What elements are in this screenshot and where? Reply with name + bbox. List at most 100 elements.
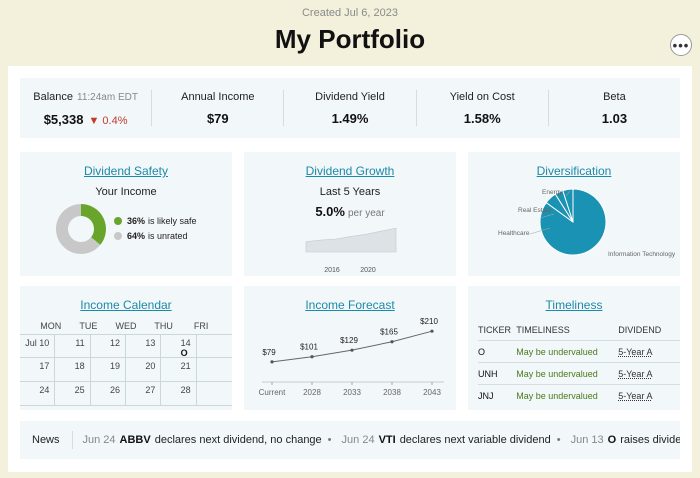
timeliness-table: TICKER TIMELINESS DIVIDEND O May be unde… — [478, 320, 680, 406]
row-dividend[interactable]: 5-Year A — [618, 368, 653, 379]
dividend-growth-panel: Dividend Growth Last 5 Years 5.0% per yea… — [244, 152, 456, 276]
dividend-growth-value: 5.0% — [315, 204, 345, 219]
calendar-day-number: 21 — [180, 361, 191, 371]
dividend-safety-donut — [56, 204, 106, 254]
row-timeliness: May be undervalued — [516, 346, 598, 357]
news-label: News — [20, 431, 73, 449]
more-options-button[interactable]: ••• — [670, 34, 692, 56]
calendar-day-cell[interactable]: 12 — [90, 334, 126, 358]
legend-unrated: 64% is unrated — [114, 231, 188, 241]
dividend-growth-chart: 2016 2020 — [305, 227, 397, 274]
stat-yield-on-cost: Yield on Cost 1.58% — [415, 90, 548, 126]
calendar-day-cell[interactable]: 11 — [55, 334, 91, 358]
news-item[interactable]: Jun 24 VTI declares next variable divide… — [342, 434, 561, 446]
calendar-day-cell[interactable]: 24 — [20, 382, 56, 406]
calendar-day-cell — [196, 334, 232, 358]
dividend-safety-subtitle: Your Income — [95, 186, 157, 198]
growth-tick-2020: 2020 — [360, 267, 376, 274]
stat-balance-change: ▼ 0.4% — [88, 115, 128, 127]
calendar-day-number: Jul 10 — [25, 338, 50, 348]
stat-balance-value: $5,338 — [43, 112, 84, 127]
news-separator: • — [556, 434, 561, 446]
row-timeliness: May be undervalued — [516, 368, 598, 379]
created-date: Created Jul 6, 2023 — [301, 7, 398, 19]
stat-beta: Beta 1.03 — [547, 90, 680, 126]
page-title: My Portfolio — [274, 24, 426, 54]
row-dividend[interactable]: 5-Year A — [618, 390, 653, 401]
news-text: declares next dividend, no change — [154, 434, 322, 446]
forecast-point — [270, 360, 274, 364]
forecast-tick-label: 2038 — [383, 388, 401, 397]
forecast-point — [310, 355, 314, 359]
legend-likely-safe: 36% is likely safe — [114, 216, 197, 226]
stat-beta-value: 1.03 — [601, 111, 628, 126]
calendar-day-number: 20 — [145, 361, 156, 371]
weekday-thu: THU — [154, 321, 173, 331]
calendar-dividend-badge[interactable]: O — [180, 348, 188, 358]
calendar-day-cell[interactable]: 20 — [125, 358, 162, 382]
calendar-day-number: 19 — [109, 361, 120, 371]
calendar-day-number: 11 — [75, 338, 85, 348]
calendar-day-cell[interactable]: 28 — [161, 382, 197, 406]
safety-slice-unrated — [56, 204, 101, 254]
label-energy: Energy — [542, 189, 563, 196]
income-forecast-panel: Income Forecast $79 Current $101 2028 $129 20… — [244, 286, 456, 410]
stat-balance: Balance 11:24am EDT $5,338 ▼ 0.4% — [20, 90, 151, 127]
timeliness-panel: Timeliness TICKER TIMELINESS DIVIDEND O … — [468, 286, 680, 410]
news-item[interactable]: Jun 13 O raises dividend by 0.... — [571, 434, 680, 446]
forecast-tick-label: 2043 — [423, 388, 441, 397]
unrated-dot-icon — [114, 232, 122, 240]
diversification-title[interactable]: Diversification — [536, 164, 612, 178]
pie-slice-energy — [562, 188, 574, 223]
calendar-day-number: 28 — [180, 385, 191, 395]
dividend-growth-title[interactable]: Dividend Growth — [305, 164, 395, 178]
income-forecast-title[interactable]: Income Forecast — [305, 298, 395, 312]
calendar-day-cell[interactable]: 14 O — [161, 334, 197, 358]
row-ticker: UNH — [478, 368, 498, 379]
news-ticker: ABBV — [119, 434, 151, 446]
calendar-day-number: 27 — [145, 385, 156, 395]
col-ticker: TICKER — [478, 325, 512, 335]
news-date: Jun 24 — [82, 434, 116, 446]
forecast-tick-label: 2033 — [343, 388, 361, 397]
table-row[interactable]: JNJ May be undervalued 5-Year A — [478, 384, 680, 406]
calendar-day-cell[interactable]: 21 — [161, 358, 197, 382]
stat-annual-income: Annual Income $79 — [151, 90, 283, 126]
stat-annual-income-value: $79 — [206, 111, 229, 126]
legend-likely-safe-text: is likely safe — [148, 216, 197, 226]
news-separator: • — [327, 434, 332, 446]
row-ticker: JNJ — [478, 390, 494, 401]
diversification-pie-chart: Energy Real Estate Healthcare Informatio… — [498, 188, 676, 258]
legend-unrated-text: is unrated — [148, 231, 188, 241]
news-text: raises dividend by 0.... — [620, 434, 680, 446]
calendar-day-cell[interactable]: 25 — [55, 382, 91, 406]
income-forecast-chart: $79 Current $101 2028 $129 2033 $165 2038 $210 20… — [259, 317, 444, 397]
dividend-safety-title[interactable]: Dividend Safety — [83, 164, 169, 178]
stat-dividend-yield-value: 1.49% — [331, 111, 369, 126]
calendar-day-cell[interactable]: 19 — [90, 358, 126, 382]
calendar-day-cell[interactable]: 17 — [20, 358, 56, 382]
timeliness-title[interactable]: Timeliness — [545, 298, 603, 312]
calendar-day-cell[interactable]: 26 — [90, 382, 126, 406]
forecast-data-label: $210 — [420, 317, 438, 326]
table-row[interactable]: O May be undervalued 5-Year A — [478, 340, 680, 362]
calendar-day-number: 13 — [145, 338, 156, 348]
news-ticker: VTI — [378, 434, 396, 446]
calendar-day-cell[interactable]: 13 — [125, 334, 162, 358]
forecast-tick-label: Current — [259, 388, 286, 397]
income-calendar-title[interactable]: Income Calendar — [80, 298, 172, 312]
calendar-day-number: 17 — [39, 361, 50, 371]
forecast-point — [430, 329, 434, 333]
summary-stats-bar: Balance 11:24am EDT $5,338 ▼ 0.4% Annual I… — [20, 78, 680, 138]
calendar-day-cell[interactable]: 18 — [55, 358, 91, 382]
diversification-panel: Diversification Energy Real Estate Healt… — [468, 152, 680, 276]
table-row[interactable]: UNH May be undervalued 5-Year A — [478, 362, 680, 384]
calendar-grid: Jul 10 11 12 13 14 O 17 18 19 20 21 24 25 26 27 28 — [20, 334, 232, 406]
calendar-day-cell[interactable]: Jul 10 — [20, 334, 56, 358]
calendar-day-cell[interactable]: 27 — [125, 382, 162, 406]
calendar-day-number: 24 — [39, 385, 50, 395]
calendar-day-number: 25 — [74, 385, 85, 395]
news-item[interactable]: Jun 24 ABBV declares next dividend, no c… — [83, 434, 332, 446]
dividend-growth-subtitle: Last 5 Years — [319, 186, 381, 198]
row-dividend[interactable]: 5-Year A — [618, 346, 653, 357]
